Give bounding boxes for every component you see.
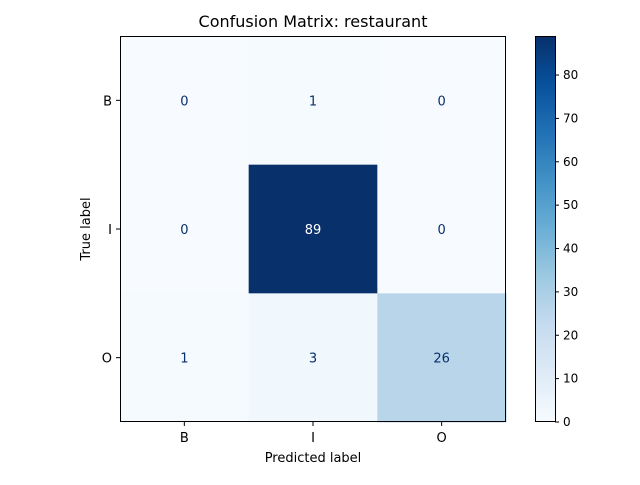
colorbar-tick-label: 60 bbox=[563, 155, 578, 169]
colorbar-tick-label: 70 bbox=[563, 111, 578, 125]
y-tick-label: B bbox=[103, 94, 112, 109]
cell-value-I-B: 0 bbox=[180, 223, 188, 238]
cell-value-O-O: 26 bbox=[433, 352, 450, 367]
matrix-cell-I-I bbox=[248, 164, 378, 294]
colorbar-ticks: 0 10 20 30 40 50 60 70 80 bbox=[555, 68, 578, 429]
colorbar-tick-label: 0 bbox=[563, 415, 571, 429]
matrix-cell-B-I bbox=[248, 36, 378, 166]
matrix-cell-O-I bbox=[248, 293, 378, 423]
colorbar bbox=[535, 36, 555, 422]
colorbar-tick-label: 80 bbox=[563, 68, 578, 82]
cell-value-B-I: 1 bbox=[309, 94, 317, 109]
colorbar-tick-label: 40 bbox=[563, 242, 578, 256]
colorbar-tick-label: 20 bbox=[563, 328, 578, 342]
cell-value-O-B: 1 bbox=[180, 352, 188, 367]
matrix-cell-I-B bbox=[120, 164, 250, 294]
colorbar-frame bbox=[535, 36, 556, 422]
plot-frame bbox=[120, 36, 506, 422]
cell-value-I-I: 89 bbox=[305, 223, 322, 238]
x-tick-label: O bbox=[437, 431, 447, 446]
y-tick-label: I bbox=[108, 223, 112, 238]
x-axis-label: Predicted label bbox=[265, 451, 362, 466]
y-axis-ticks: B I O bbox=[102, 94, 120, 367]
matrix-cell-O-B bbox=[120, 293, 250, 423]
x-tick-label: I bbox=[311, 431, 315, 446]
chart-title: Confusion Matrix: restaurant bbox=[199, 12, 428, 31]
matrix-cells bbox=[120, 36, 507, 423]
matrix-cell-B-B bbox=[120, 36, 250, 166]
cell-value-O-I: 3 bbox=[309, 352, 317, 367]
colorbar-tick-label: 10 bbox=[563, 372, 578, 386]
colorbar-tick-label: 30 bbox=[563, 285, 578, 299]
cell-value-B-B: 0 bbox=[180, 94, 188, 109]
x-tick-label: B bbox=[180, 431, 189, 446]
matrix-cell-I-O bbox=[377, 164, 507, 294]
y-axis-label: True label bbox=[79, 197, 94, 261]
matrix-cell-O-O bbox=[377, 293, 507, 423]
cell-value-I-O: 0 bbox=[438, 223, 446, 238]
cell-value-B-O: 0 bbox=[438, 94, 446, 109]
matrix-cell-B-O bbox=[377, 36, 507, 166]
y-tick-label: O bbox=[102, 352, 112, 367]
colorbar-tick-label: 50 bbox=[563, 198, 578, 212]
matrix-cell-labels: 0 1 00 89 01 3 26 bbox=[180, 94, 450, 366]
